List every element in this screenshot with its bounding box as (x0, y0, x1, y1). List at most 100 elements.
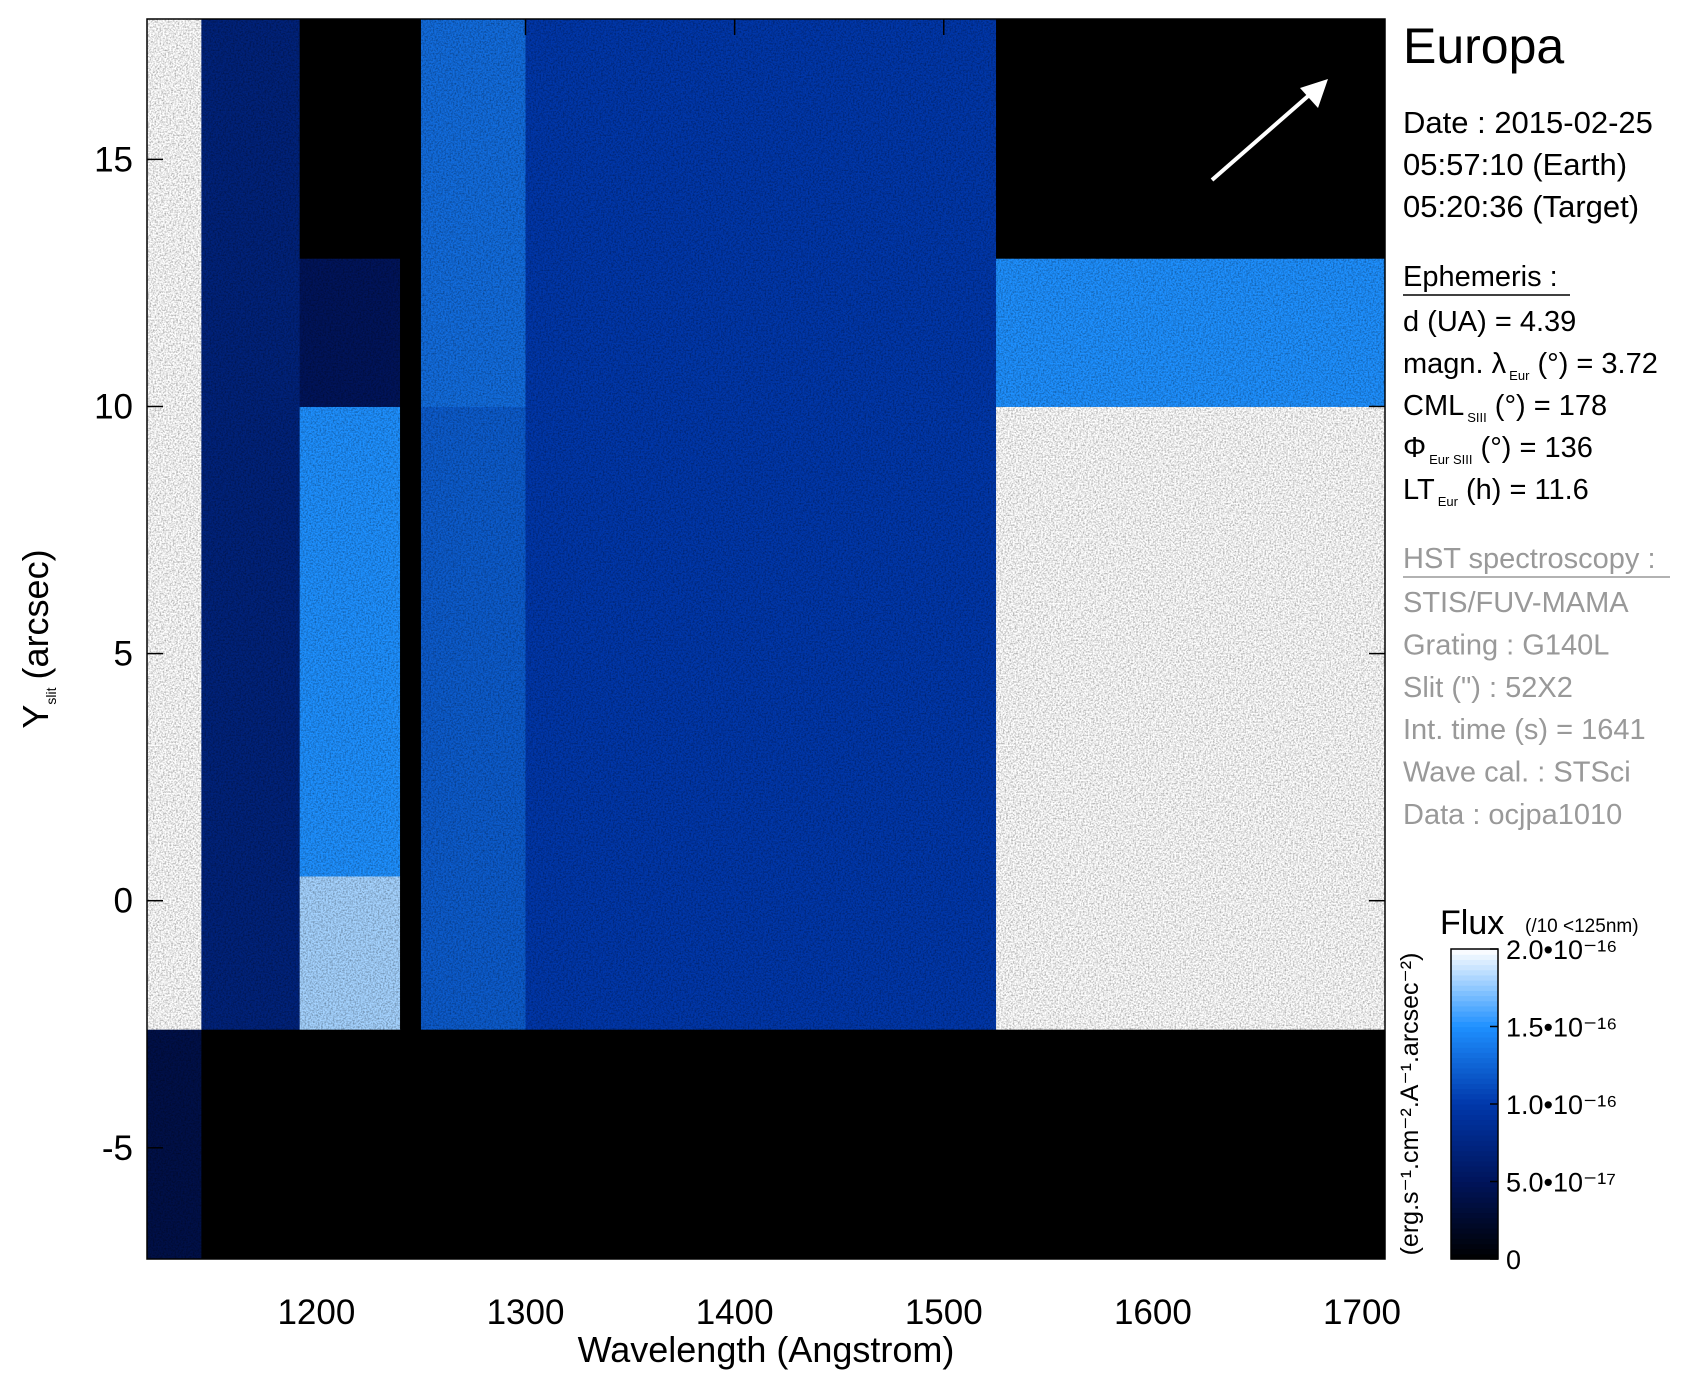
hst-line: Int. time (s) = 1641 (1403, 714, 1646, 746)
colorbar-step (1451, 1217, 1498, 1224)
date-line: 05:57:10 (Earth) (1403, 147, 1627, 182)
colorbar-step (1451, 1067, 1498, 1074)
colorbar-step (1451, 1047, 1498, 1053)
y-label-main: Y (15, 705, 56, 729)
colorbar-step (1451, 1098, 1498, 1105)
ephemeris-title: Ephemeris : (1403, 261, 1558, 293)
colorbar-step (1451, 1238, 1498, 1245)
colorbar-step (1451, 1191, 1498, 1198)
y-tick-label: 15 (94, 140, 133, 179)
colorbar-step (1451, 1150, 1498, 1157)
colorbar-step (1451, 1248, 1498, 1255)
colorbar-step (1451, 1135, 1498, 1141)
hst-line: Data : ocjpa1010 (1403, 799, 1622, 831)
colorbar-step (1451, 1078, 1498, 1084)
y-tick-label: 10 (94, 387, 133, 426)
info-panel: Europa Date : 2015-02-25 05:57:10 (Earth) 0… (1403, 18, 1670, 831)
line-part: CML (1403, 390, 1464, 422)
colorbar-step (1451, 1171, 1498, 1177)
colorbar-step (1451, 1005, 1498, 1012)
hst-title: HST spectroscopy : (1403, 543, 1656, 575)
colorbar-step (1451, 959, 1498, 966)
colorbar-step (1451, 1073, 1498, 1079)
x-tick-label: 1200 (277, 1293, 355, 1332)
colorbar-step (1451, 1207, 1498, 1214)
line-part: LT (1403, 474, 1435, 506)
line-part: magn. λ (1403, 348, 1507, 380)
colorbar-step (1451, 1155, 1498, 1162)
y-axis-label: Yslit (arcsec) (15, 549, 59, 728)
colorbar-step (1451, 974, 1498, 981)
colorbar-step (1451, 1233, 1498, 1239)
colorbar-step (1451, 1228, 1498, 1234)
colorbar-step (1451, 1129, 1498, 1136)
x-tick-label: 1600 (1114, 1293, 1192, 1332)
line-part: Φ (1403, 432, 1426, 464)
ephemeris-line: d (UA) = 4.39 (1403, 306, 1576, 338)
colorbar-step (1451, 949, 1498, 955)
colorbar-tick-label: 0 (1506, 1245, 1521, 1275)
ephemeris-line: magn. λ Eur (°) = 3.72 (1403, 348, 1658, 383)
y-tick-label: -5 (102, 1129, 133, 1168)
colorbar-step (1451, 995, 1498, 1002)
colorbar-step (1451, 1140, 1498, 1146)
colorbar-step (1451, 954, 1498, 960)
arrow (1210, 88, 1317, 182)
colorbar-step (1451, 1222, 1498, 1229)
line-part: (°) = 178 (1487, 390, 1607, 422)
y-tick-label: 5 (114, 635, 133, 674)
colorbar-step (1451, 1088, 1498, 1095)
colorbar-step (1451, 1176, 1498, 1183)
colorbar-label: (erg.s⁻¹.cm⁻².A⁻¹.arcsec⁻²) (1396, 953, 1424, 1256)
colorbar-step (1451, 1186, 1498, 1193)
colorbar-step (1451, 1119, 1498, 1126)
colorbar-step (1451, 1052, 1498, 1059)
colorbar-step (1451, 1104, 1498, 1110)
ephemeris-line: Φ Eur SIII (°) = 136 (1403, 432, 1593, 467)
arrow-head (1300, 79, 1328, 108)
hst-line: Grating : G140L (1403, 629, 1609, 661)
ephemeris-line: CML SIII (°) = 178 (1403, 390, 1607, 425)
colorbar-step (1451, 985, 1498, 991)
colorbar-note: (/10 <125nm) (1525, 916, 1639, 937)
colorbar-step (1451, 1062, 1498, 1069)
line-part: (°) = 136 (1473, 432, 1593, 464)
colorbar-step (1451, 1212, 1498, 1219)
colorbar-step (1451, 1243, 1498, 1250)
y-label-unit: (arcsec) (15, 549, 56, 679)
colorbar-step (1451, 1181, 1498, 1188)
colorbar-step (1451, 1093, 1498, 1100)
line-part: (°) = 3.72 (1529, 348, 1657, 380)
colorbar-step (1451, 1160, 1498, 1167)
colorbar-step (1451, 1166, 1498, 1172)
colorbar-step (1451, 1021, 1498, 1028)
date-line: 05:20:36 (Target) (1403, 189, 1639, 224)
y-label-sub: slit (43, 687, 59, 704)
colorbar-step (1451, 1016, 1498, 1022)
plot-frame (146, 18, 1386, 1260)
colorbar-step (1451, 1042, 1498, 1048)
x-tick-label: 1400 (696, 1293, 774, 1332)
colorbar-step (1451, 1109, 1498, 1115)
colorbar-step (1451, 964, 1498, 971)
y-tick-label: 0 (114, 882, 133, 921)
colorbar-tick-label: 1.0•10⁻¹⁶ (1506, 1090, 1617, 1120)
x-tick-label: 1500 (905, 1293, 983, 1332)
colorbar-tick-label: 2.0•10⁻¹⁶ (1506, 935, 1617, 965)
colorbar-step (1451, 1011, 1498, 1017)
colorbar-step (1451, 1202, 1498, 1208)
x-tick-label: 1300 (487, 1293, 565, 1332)
colorbar-step (1451, 1083, 1498, 1090)
hst-line: Wave cal. : STSci (1403, 757, 1631, 789)
colorbar-step (1451, 1124, 1498, 1131)
colorbar-step (1451, 1197, 1498, 1203)
colorbar-step (1451, 1031, 1498, 1038)
subscript: Eur (1509, 368, 1530, 383)
colorbar-step (1451, 1145, 1498, 1152)
colorbar-tick-label: 5.0•10⁻¹⁷ (1506, 1168, 1616, 1198)
colorbar-step (1451, 969, 1498, 976)
date-line: Date : 2015-02-25 (1403, 105, 1653, 140)
line-part: (h) = 11.6 (1458, 474, 1589, 506)
noise-texture (147, 19, 1385, 1259)
